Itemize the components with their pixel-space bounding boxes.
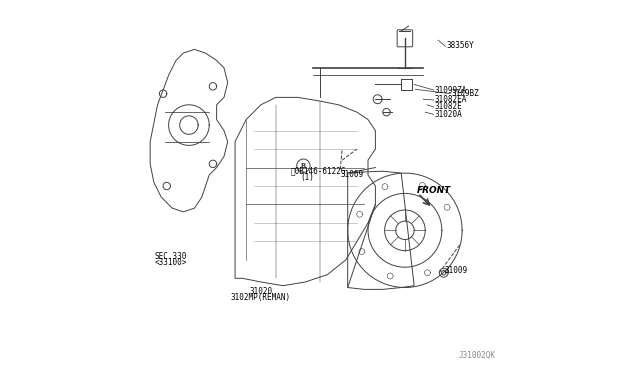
Text: 31082EA: 31082EA xyxy=(435,96,467,105)
Text: 31020: 31020 xyxy=(250,287,273,296)
Text: ⑧0B146-6122G: ⑧0B146-6122G xyxy=(291,167,346,176)
Text: J31002QK: J31002QK xyxy=(458,350,495,359)
Text: 31082E: 31082E xyxy=(435,103,462,112)
Text: 31020A: 31020A xyxy=(435,110,462,119)
Text: B: B xyxy=(301,163,306,169)
Text: 3102MP(REMAN): 3102MP(REMAN) xyxy=(231,293,291,302)
Text: FRONT: FRONT xyxy=(417,186,451,195)
Text: 3109BZ: 3109BZ xyxy=(451,89,479,98)
Text: <33100>: <33100> xyxy=(155,258,187,267)
Text: (1): (1) xyxy=(300,173,314,182)
Text: 31069: 31069 xyxy=(340,170,364,179)
Text: SEC.330: SEC.330 xyxy=(155,251,187,261)
Text: 38356Y: 38356Y xyxy=(446,41,474,50)
Text: 31099ZA: 31099ZA xyxy=(435,86,467,94)
Text: 31009: 31009 xyxy=(445,266,468,275)
